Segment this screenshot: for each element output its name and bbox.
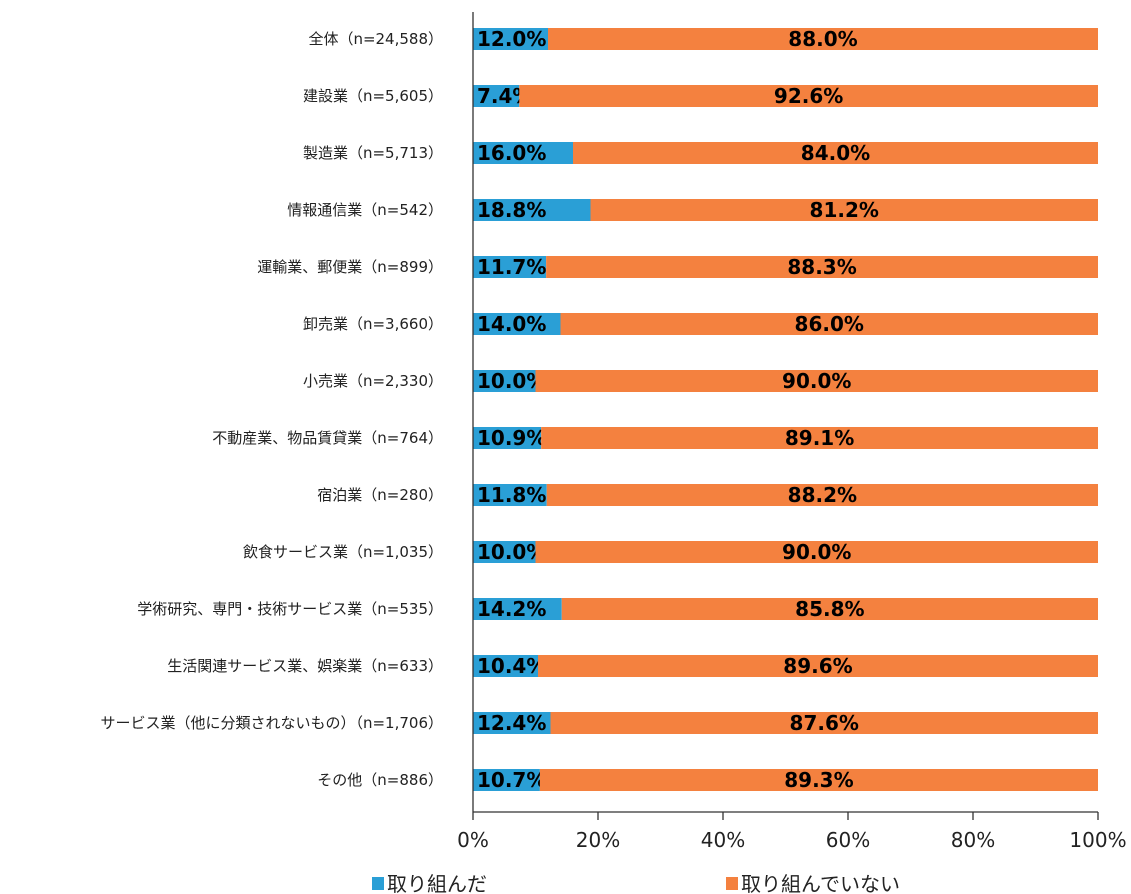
bar-segment-not-done xyxy=(573,142,1098,164)
category-label: 宿泊業（n=280） xyxy=(317,486,443,504)
data-label: 92.6% xyxy=(774,84,843,108)
data-label: 11.8% xyxy=(477,483,546,507)
category-label: 運輸業、郵便業（n=899） xyxy=(257,258,443,276)
data-label: 10.0% xyxy=(477,369,546,393)
x-tick-label: 20% xyxy=(576,828,620,852)
bar-segment-done xyxy=(473,769,540,791)
bar-segment-done xyxy=(473,427,542,449)
data-label: 89.6% xyxy=(783,654,852,678)
data-label: 12.0% xyxy=(477,27,546,51)
category-label: 全体（n=24,588） xyxy=(308,30,443,48)
bar-segment-done xyxy=(473,28,548,50)
bar-segment-not-done xyxy=(538,655,1098,677)
legend-label: 取り組んでいない xyxy=(741,872,900,894)
data-label: 85.8% xyxy=(795,597,864,621)
data-label: 90.0% xyxy=(782,540,851,564)
data-label: 88.3% xyxy=(787,255,856,279)
data-label: 89.3% xyxy=(784,768,853,792)
bar-segment-done xyxy=(473,655,538,677)
x-tick-label: 80% xyxy=(951,828,995,852)
category-label: 情報通信業（n=542） xyxy=(287,201,443,219)
data-label: 14.2% xyxy=(477,597,546,621)
x-tick-label: 40% xyxy=(701,828,745,852)
data-label: 84.0% xyxy=(801,141,870,165)
category-label: 不動産業、物品賃貸業（n=764） xyxy=(212,429,443,447)
data-label: 90.0% xyxy=(782,369,851,393)
category-label: サービス業（他に分類されないもの）（n=1,706） xyxy=(100,714,443,732)
x-tick-label: 0% xyxy=(457,828,489,852)
data-label: 81.2% xyxy=(810,198,879,222)
bar-segment-not-done xyxy=(539,769,1098,791)
bar-segment-done xyxy=(473,712,551,734)
data-label: 11.7% xyxy=(477,255,546,279)
category-label: 小売業（n=2,330） xyxy=(303,372,443,390)
legend-swatch xyxy=(372,877,384,890)
bar-segment-done xyxy=(473,370,536,392)
data-label: 87.6% xyxy=(790,711,859,735)
bar-segment-done xyxy=(473,199,591,221)
data-label: 12.4% xyxy=(477,711,546,735)
legend: 取り組んだ 取り組んでいない xyxy=(372,872,900,894)
category-label: 学術研究、専門・技術サービス業（n=535） xyxy=(137,600,443,618)
data-label: 10.0% xyxy=(477,540,546,564)
bar-segment-done xyxy=(473,85,520,107)
bars-group: 12.0% 88.0%7.4% 92.6%16.0% 84.0%18.8% 81.2%1… xyxy=(473,27,1098,792)
category-label: 製造業（n=5,713） xyxy=(303,144,443,162)
category-label: 卸売業（n=3,660） xyxy=(303,315,443,333)
legend-label: 取り組んだ xyxy=(387,872,487,894)
bar-segment-done xyxy=(473,142,573,164)
x-tick-label: 60% xyxy=(826,828,870,852)
bar-segment-not-done xyxy=(590,199,1098,221)
category-label: 飲食サービス業（n=1,035） xyxy=(243,543,443,561)
data-label: 10.9% xyxy=(477,426,546,450)
x-tick-label: 100% xyxy=(1069,828,1126,852)
bar-segment-not-done xyxy=(535,370,1098,392)
bar-segment-not-done xyxy=(546,484,1098,506)
bar-segment-not-done xyxy=(546,256,1098,278)
data-label: 88.0% xyxy=(788,27,857,51)
data-label: 10.7% xyxy=(477,768,546,792)
axes: 0% 20% 40% 60% 80% 100% xyxy=(457,12,1127,852)
bar-segment-not-done xyxy=(535,541,1098,563)
data-label: 14.0% xyxy=(477,312,546,336)
data-label: 18.8% xyxy=(477,198,546,222)
category-label: その他（n=886） xyxy=(317,771,443,789)
bar-segment-not-done xyxy=(541,427,1098,449)
bar-segment-done xyxy=(473,598,562,620)
bar-segment-not-done xyxy=(561,598,1098,620)
bar-segment-done xyxy=(473,541,536,563)
category-label: 建設業（n=5,605） xyxy=(303,87,443,105)
legend-swatch xyxy=(726,877,738,890)
data-label: 86.0% xyxy=(795,312,864,336)
bar-segment-not-done xyxy=(519,85,1098,107)
category-label: 生活関連サービス業、娯楽業（n=633） xyxy=(167,657,443,675)
bar-segment-done xyxy=(473,484,547,506)
data-label: 89.1% xyxy=(785,426,854,450)
bar-segment-not-done xyxy=(548,28,1098,50)
bar-segment-done xyxy=(473,256,547,278)
bar-segment-not-done xyxy=(560,313,1098,335)
data-label: 88.2% xyxy=(788,483,857,507)
category-labels: 全体（n=24,588） 建設業（n=5,605） 製造業（n=5,713） 情報通信… xyxy=(100,30,443,789)
data-label: 10.4% xyxy=(477,654,546,678)
data-label: 16.0% xyxy=(477,141,546,165)
bar-segment-done xyxy=(473,313,561,335)
bar-segment-not-done xyxy=(550,712,1098,734)
